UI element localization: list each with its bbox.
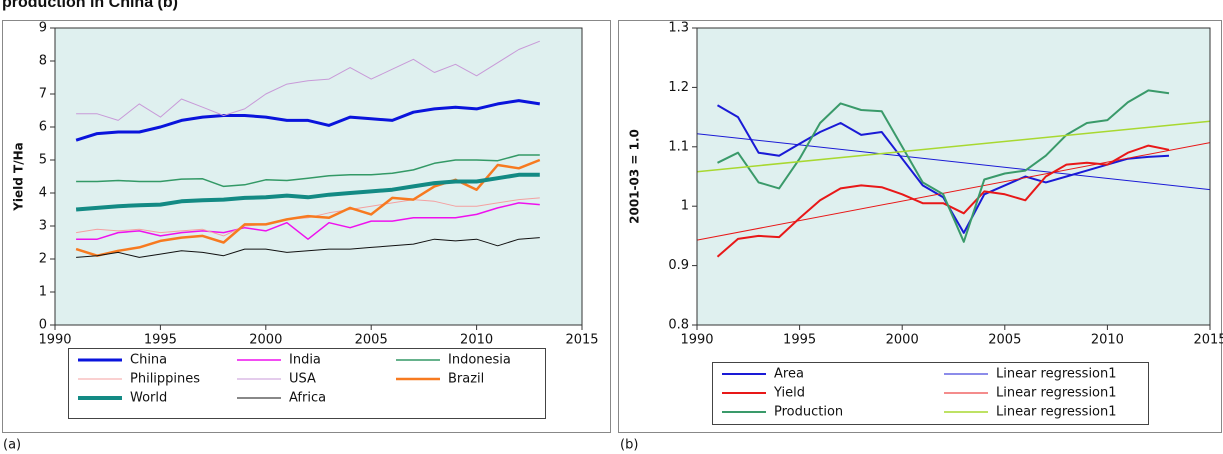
x-tick-label: 2005 — [988, 333, 1021, 348]
series-line — [696, 142, 1211, 241]
y-tick-label: 4 — [39, 186, 47, 201]
legend-label: Linear regression1 — [996, 386, 1117, 401]
y-axis-label: 2001-03 = 1.0 — [628, 129, 642, 224]
x-tick-label: 1990 — [680, 333, 713, 348]
series-line — [696, 120, 1211, 173]
y-tick-label: 2 — [39, 252, 47, 267]
y-tick-label: 5 — [39, 153, 47, 168]
series-line — [696, 133, 1211, 191]
x-tick-label: 2000 — [886, 333, 919, 348]
legend-box — [712, 362, 1149, 425]
heading: production in China (b) — [2, 0, 178, 11]
series-line — [76, 154, 540, 188]
legend-label: USA — [289, 372, 316, 387]
x-tick-label: 1995 — [783, 333, 816, 348]
legend-label: Linear regression1 — [996, 367, 1117, 382]
y-axis-label: Yield T/Ha — [12, 142, 26, 212]
x-tick-label: 2015 — [565, 333, 598, 348]
y-tick-label: 0 — [39, 318, 47, 333]
y-tick-label: 1 — [681, 199, 689, 214]
legend-label: Area — [774, 367, 804, 382]
caption: (a) — [3, 438, 21, 453]
x-tick-label: 2010 — [1091, 333, 1124, 348]
y-tick-label: 1.1 — [668, 139, 689, 154]
x-tick-label: 2010 — [460, 333, 493, 348]
series-line — [75, 172, 540, 212]
plot-border — [54, 27, 583, 326]
legend-box — [68, 348, 546, 419]
y-tick-label: 7 — [39, 87, 47, 102]
series-group — [696, 89, 1211, 258]
series-line — [75, 99, 541, 142]
y-tick-label: 0.9 — [668, 258, 689, 273]
series-line — [76, 237, 540, 258]
series-line — [717, 89, 1170, 243]
legend-label: Yield — [773, 386, 805, 401]
legend-label: Africa — [289, 391, 326, 406]
legend-label: India — [289, 353, 321, 368]
series-line — [76, 40, 540, 121]
x-tick-label: 2000 — [249, 333, 282, 348]
y-tick-label: 1.3 — [668, 21, 689, 36]
x-tick-label: 1995 — [144, 333, 177, 348]
y-tick-label: 1.2 — [668, 80, 689, 95]
y-tick-label: 9 — [39, 21, 47, 36]
y-tick-label: 8 — [39, 54, 47, 69]
legend-label: Indonesia — [448, 353, 511, 368]
legend-label: Production — [774, 405, 843, 420]
legend-label: Linear regression1 — [996, 405, 1117, 420]
caption: (b) — [620, 438, 638, 453]
legend-label: China — [130, 353, 167, 368]
plot-border — [696, 27, 1211, 326]
legend-label: World — [130, 391, 167, 406]
legend-label: Philippines — [130, 372, 200, 387]
series-line — [716, 144, 1170, 258]
y-tick-label: 3 — [39, 219, 47, 234]
x-tick-label: 2005 — [355, 333, 388, 348]
series-line — [716, 104, 1170, 234]
legend-label: Brazil — [448, 372, 484, 387]
series-line — [76, 202, 540, 240]
y-tick-label: 6 — [39, 120, 47, 135]
plot-area — [697, 28, 1210, 325]
y-tick-label: 1 — [39, 285, 47, 300]
series-line — [76, 197, 540, 237]
y-tick-label: 0.8 — [668, 318, 689, 333]
series-group — [75, 40, 541, 258]
x-tick-label: 1990 — [38, 333, 71, 348]
x-tick-label: 2015 — [1193, 333, 1223, 348]
